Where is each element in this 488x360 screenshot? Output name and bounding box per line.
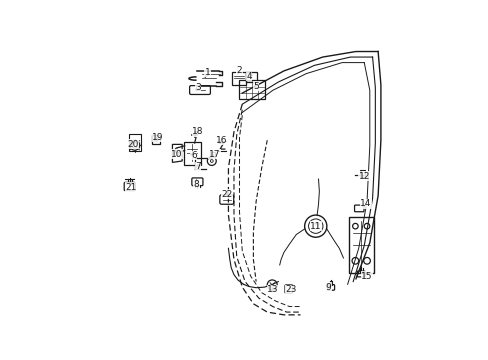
Text: 9: 9: [325, 283, 330, 292]
Text: 19: 19: [152, 133, 163, 142]
Text: 1: 1: [204, 68, 210, 77]
Text: 17: 17: [208, 150, 220, 158]
Text: 23: 23: [285, 285, 296, 294]
Text: 11: 11: [309, 222, 321, 231]
Text: 2: 2: [236, 66, 242, 75]
Text: 16: 16: [215, 136, 227, 145]
Text: 5: 5: [253, 82, 259, 91]
Text: 4: 4: [246, 72, 251, 81]
Text: 14: 14: [359, 199, 370, 208]
Text: 8: 8: [193, 180, 199, 189]
Text: 21: 21: [125, 183, 136, 192]
Text: 18: 18: [192, 127, 203, 136]
Text: 10: 10: [171, 150, 183, 158]
Text: 15: 15: [361, 271, 372, 280]
Text: 12: 12: [358, 172, 369, 181]
Text: 7: 7: [195, 162, 201, 171]
Bar: [209, 152, 215, 156]
Text: 6: 6: [190, 151, 196, 160]
Text: 20: 20: [127, 140, 138, 149]
Text: 13: 13: [266, 285, 278, 294]
Text: 3: 3: [195, 83, 201, 92]
Text: 22: 22: [221, 190, 232, 199]
